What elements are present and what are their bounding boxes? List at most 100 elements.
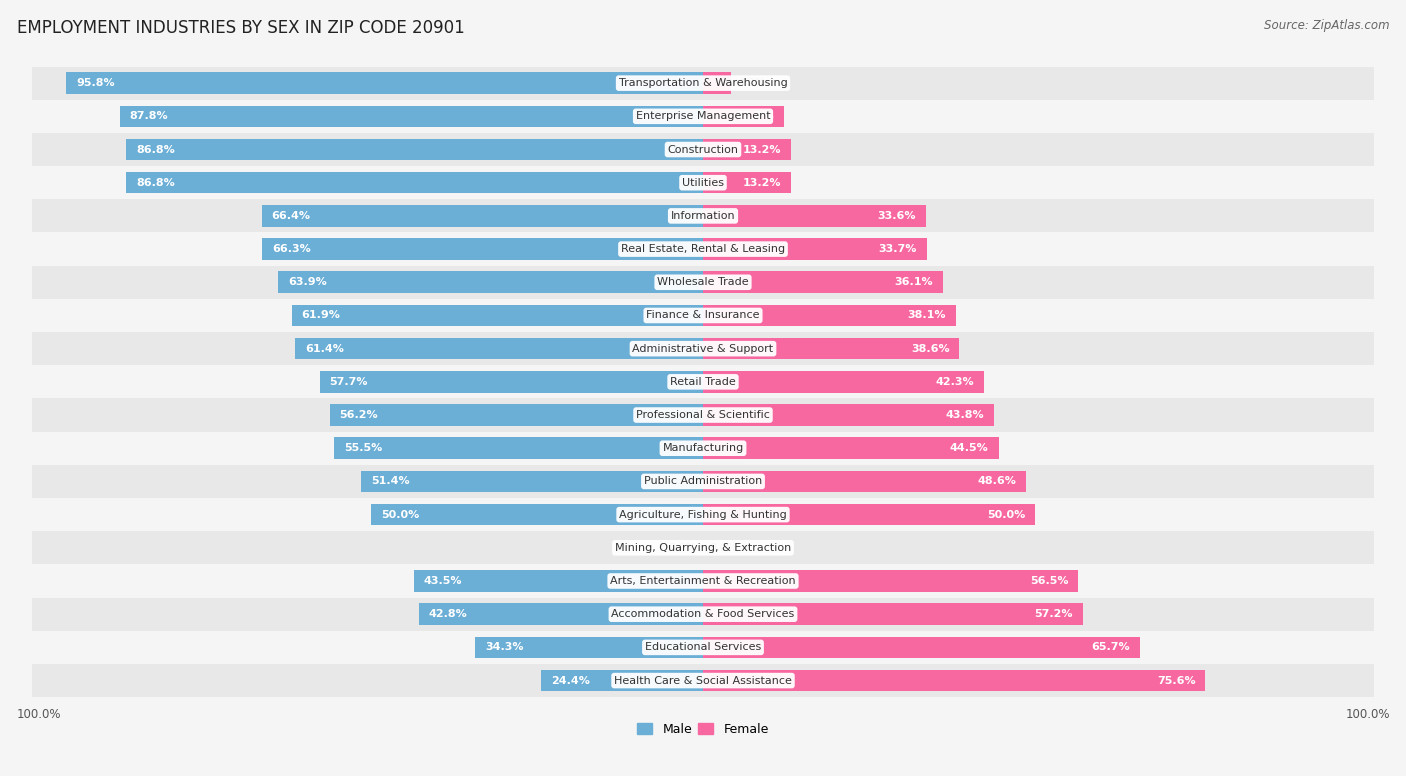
Text: Arts, Entertainment & Recreation: Arts, Entertainment & Recreation <box>610 576 796 586</box>
Bar <box>703 205 927 227</box>
Bar <box>703 272 943 293</box>
Bar <box>335 438 703 459</box>
Text: 33.6%: 33.6% <box>877 211 917 221</box>
Bar <box>32 265 1374 299</box>
Bar <box>703 72 731 94</box>
Bar <box>291 305 703 326</box>
Bar <box>32 598 1374 631</box>
Text: Mining, Quarrying, & Extraction: Mining, Quarrying, & Extraction <box>614 542 792 553</box>
Text: Manufacturing: Manufacturing <box>662 443 744 453</box>
Bar <box>703 238 927 260</box>
Text: Health Care & Social Assistance: Health Care & Social Assistance <box>614 676 792 685</box>
Text: Accommodation & Food Services: Accommodation & Food Services <box>612 609 794 619</box>
Text: 56.2%: 56.2% <box>339 410 378 420</box>
Bar <box>319 371 703 393</box>
Text: 66.4%: 66.4% <box>271 211 311 221</box>
Text: 43.5%: 43.5% <box>425 576 463 586</box>
Bar <box>32 233 1374 265</box>
Text: Educational Services: Educational Services <box>645 643 761 653</box>
Bar <box>32 166 1374 199</box>
Bar <box>32 365 1374 398</box>
Text: Enterprise Management: Enterprise Management <box>636 111 770 121</box>
Text: 4.2%: 4.2% <box>738 78 766 88</box>
Text: 13.2%: 13.2% <box>742 144 780 154</box>
Bar <box>32 564 1374 598</box>
Text: 57.2%: 57.2% <box>1035 609 1073 619</box>
Text: 36.1%: 36.1% <box>894 277 934 287</box>
Text: 65.7%: 65.7% <box>1091 643 1129 653</box>
Bar <box>329 404 703 426</box>
Bar <box>703 636 1140 658</box>
Text: 63.9%: 63.9% <box>288 277 328 287</box>
Text: 61.4%: 61.4% <box>305 344 344 354</box>
Bar <box>127 139 703 161</box>
Text: 24.4%: 24.4% <box>551 676 589 685</box>
Bar <box>32 532 1374 564</box>
Bar <box>32 431 1374 465</box>
Bar <box>703 106 785 127</box>
Bar <box>32 631 1374 664</box>
Bar <box>278 272 703 293</box>
Text: Public Administration: Public Administration <box>644 476 762 487</box>
Bar <box>127 172 703 193</box>
Text: 38.1%: 38.1% <box>908 310 946 320</box>
Bar <box>703 338 959 359</box>
Text: 34.3%: 34.3% <box>485 643 523 653</box>
Text: 12.2%: 12.2% <box>735 111 775 121</box>
Legend: Male, Female: Male, Female <box>633 718 773 741</box>
Text: 57.7%: 57.7% <box>329 377 368 387</box>
Bar <box>703 172 790 193</box>
Text: 33.7%: 33.7% <box>879 244 917 254</box>
Bar <box>541 670 703 691</box>
Text: 61.9%: 61.9% <box>302 310 340 320</box>
Text: 50.0%: 50.0% <box>381 510 419 520</box>
Text: 95.8%: 95.8% <box>76 78 115 88</box>
Text: Source: ZipAtlas.com: Source: ZipAtlas.com <box>1264 19 1389 33</box>
Bar <box>32 133 1374 166</box>
Bar <box>703 404 994 426</box>
Text: 86.8%: 86.8% <box>136 178 174 188</box>
Bar <box>703 570 1078 592</box>
Text: 51.4%: 51.4% <box>371 476 411 487</box>
Bar <box>361 470 703 492</box>
Text: Professional & Scientific: Professional & Scientific <box>636 410 770 420</box>
Bar <box>32 398 1374 431</box>
Text: Finance & Insurance: Finance & Insurance <box>647 310 759 320</box>
Bar <box>419 604 703 625</box>
Bar <box>413 570 703 592</box>
Bar <box>703 470 1026 492</box>
Bar <box>703 670 1205 691</box>
Bar <box>703 438 998 459</box>
Text: EMPLOYMENT INDUSTRIES BY SEX IN ZIP CODE 20901: EMPLOYMENT INDUSTRIES BY SEX IN ZIP CODE… <box>17 19 464 37</box>
Text: 86.8%: 86.8% <box>136 144 174 154</box>
Bar <box>32 100 1374 133</box>
Bar <box>32 199 1374 233</box>
Text: 55.5%: 55.5% <box>344 443 382 453</box>
Text: 75.6%: 75.6% <box>1157 676 1195 685</box>
Text: 66.3%: 66.3% <box>273 244 311 254</box>
Text: Administrative & Support: Administrative & Support <box>633 344 773 354</box>
Text: 44.5%: 44.5% <box>950 443 988 453</box>
Text: Agriculture, Fishing & Hunting: Agriculture, Fishing & Hunting <box>619 510 787 520</box>
Text: Utilities: Utilities <box>682 178 724 188</box>
Text: 0.0%: 0.0% <box>668 542 696 553</box>
Text: 0.0%: 0.0% <box>710 542 738 553</box>
Bar <box>703 305 956 326</box>
Text: 50.0%: 50.0% <box>987 510 1025 520</box>
Bar <box>703 504 1035 525</box>
Bar <box>66 72 703 94</box>
Bar <box>32 299 1374 332</box>
Bar <box>120 106 703 127</box>
Bar <box>371 504 703 525</box>
Text: Information: Information <box>671 211 735 221</box>
Text: Transportation & Warehousing: Transportation & Warehousing <box>619 78 787 88</box>
Text: 42.3%: 42.3% <box>935 377 974 387</box>
Bar <box>32 67 1374 100</box>
Text: Real Estate, Rental & Leasing: Real Estate, Rental & Leasing <box>621 244 785 254</box>
Text: 87.8%: 87.8% <box>129 111 169 121</box>
Bar <box>262 205 703 227</box>
Text: 38.6%: 38.6% <box>911 344 949 354</box>
Bar <box>703 371 984 393</box>
Bar <box>295 338 703 359</box>
Text: 13.2%: 13.2% <box>742 178 780 188</box>
